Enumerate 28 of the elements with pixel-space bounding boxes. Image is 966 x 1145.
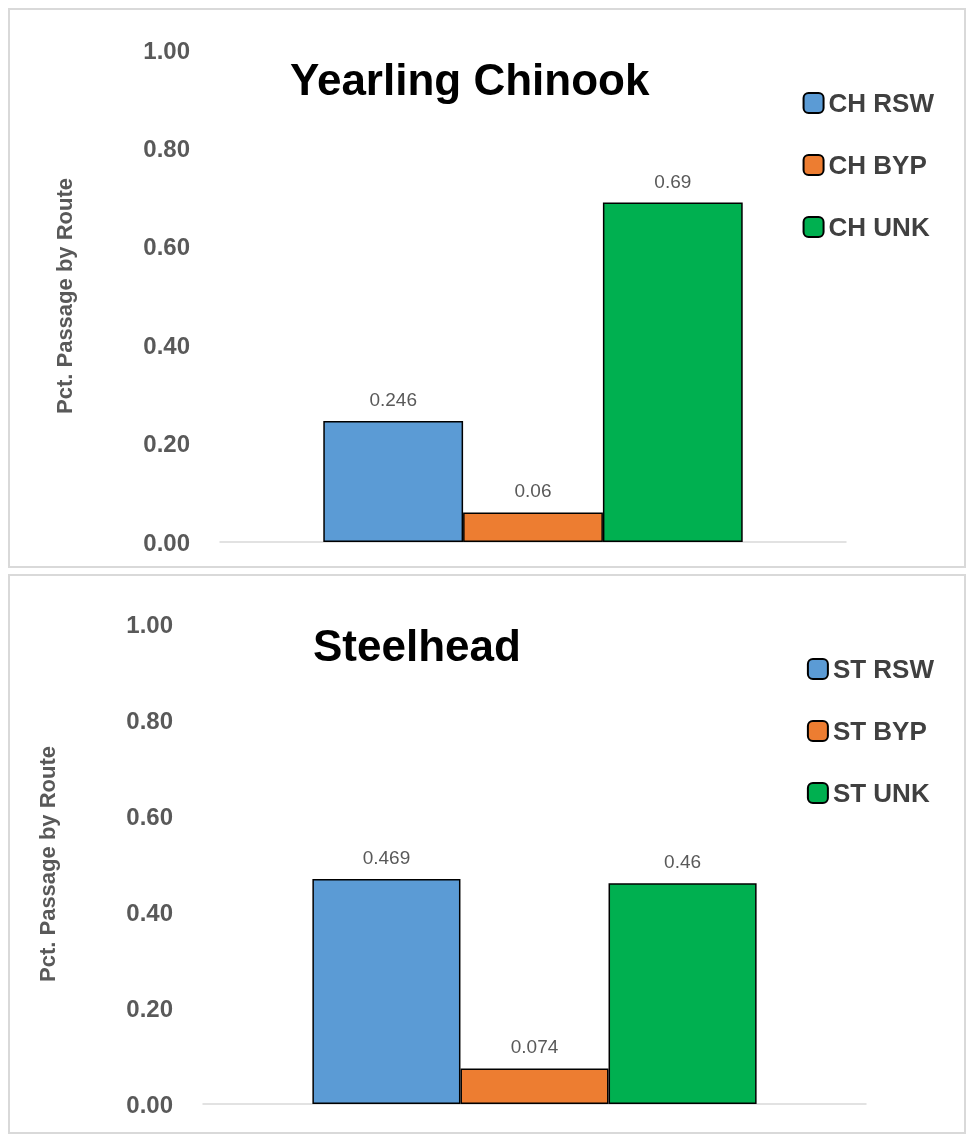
y-tick-label: 1.00 xyxy=(126,610,173,638)
y-tick-label: 0.40 xyxy=(126,898,173,926)
data-label: 0.246 xyxy=(369,388,417,410)
y-tick-label: 0.20 xyxy=(143,430,190,458)
legend-label: CH BYP xyxy=(828,150,927,180)
data-label: 0.469 xyxy=(362,846,411,868)
y-tick-label: 0.00 xyxy=(126,1090,173,1118)
data-label: 0.46 xyxy=(664,851,702,873)
data-label: 0.06 xyxy=(514,480,552,502)
legend-label: CH RSW xyxy=(828,88,935,118)
y-tick-label: 0.80 xyxy=(143,134,190,162)
y-tick-label: 0.60 xyxy=(126,802,173,830)
y-tick-label: 1.00 xyxy=(143,36,190,64)
chart-title: Steelhead xyxy=(313,620,521,670)
y-axis-title: Pct. Passage by Route xyxy=(51,178,77,414)
y-tick-label: 0.60 xyxy=(143,233,190,261)
legend-label: ST RSW xyxy=(832,654,935,684)
data-label: 0.69 xyxy=(654,170,692,192)
y-tick-label: 0.00 xyxy=(143,528,190,556)
y-tick-label: 0.80 xyxy=(126,706,173,734)
data-label: 0.074 xyxy=(510,1036,559,1058)
y-tick-label: 0.20 xyxy=(126,994,173,1022)
chart-title: Yearling Chinook xyxy=(290,54,650,104)
y-axis-title: Pct. Passage by Route xyxy=(34,746,60,982)
legend-label: ST BYP xyxy=(832,716,927,746)
y-tick-label: 0.40 xyxy=(143,331,190,359)
legend-label: ST UNK xyxy=(832,778,930,808)
legend-label: CH UNK xyxy=(828,212,930,242)
